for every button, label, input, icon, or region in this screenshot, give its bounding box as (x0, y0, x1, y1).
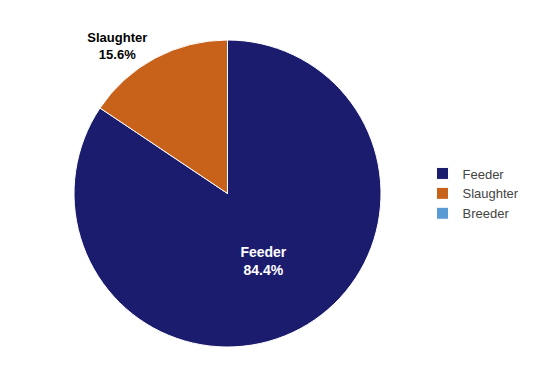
svg-text:Breeder: Breeder (463, 206, 510, 221)
svg-text:Slaughter15.6%: Slaughter15.6% (87, 30, 147, 62)
svg-text:Feeder84.4%: Feeder84.4% (240, 244, 286, 278)
svg-text:Slaughter: Slaughter (463, 186, 519, 201)
svg-text:Feeder: Feeder (463, 167, 505, 182)
